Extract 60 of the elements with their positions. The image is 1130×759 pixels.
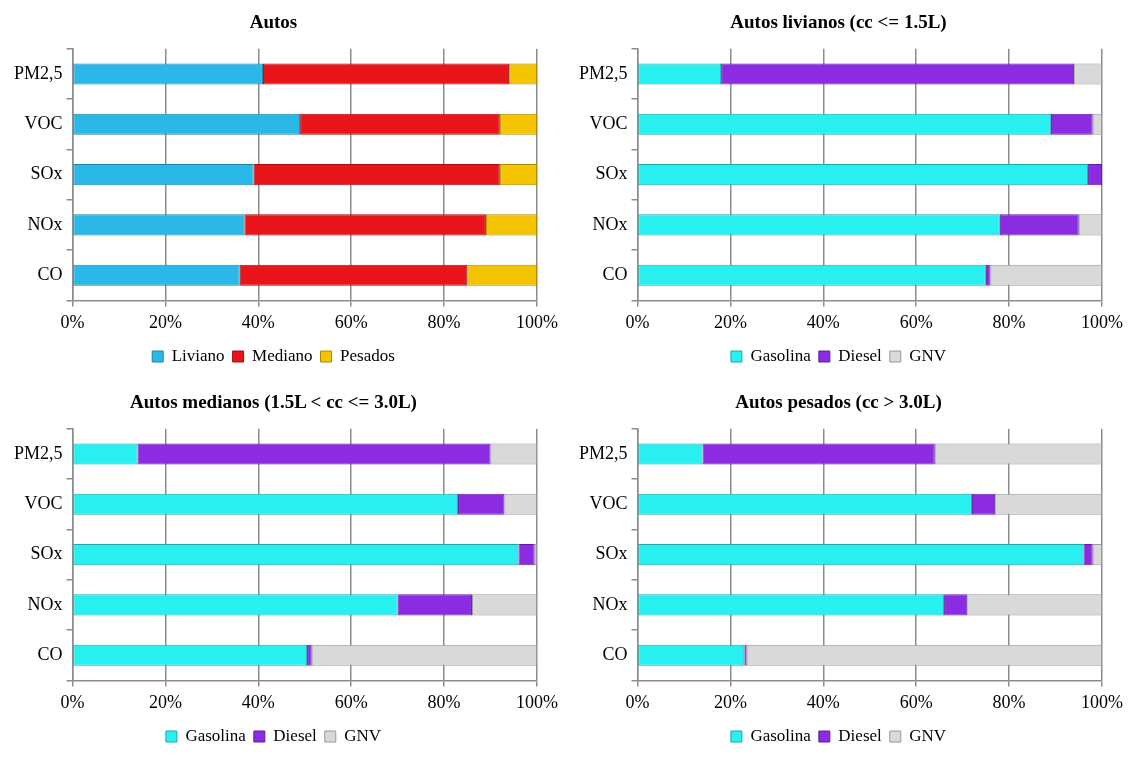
x-tick-label: 20% xyxy=(713,311,747,332)
x-tick-label: 40% xyxy=(806,691,840,712)
x-tick-label: 80% xyxy=(992,311,1026,332)
x-tick-label: 80% xyxy=(992,691,1026,712)
x-tick-label: 80% xyxy=(427,691,461,712)
y-tick-label: NOx xyxy=(27,593,63,614)
y-tick-label: NOx xyxy=(27,213,63,234)
legend-label: Gasolina xyxy=(750,725,812,745)
y-tick-label: PM2,5 xyxy=(579,62,628,83)
x-tick-label: 40% xyxy=(241,691,275,712)
legend-label: GNV xyxy=(909,345,947,365)
x-tick-label: 100% xyxy=(516,311,558,332)
legend-label: Mediano xyxy=(252,345,313,365)
y-tick-label: SOx xyxy=(30,163,63,184)
legend-label: Diesel xyxy=(838,725,883,745)
x-tick-label: 100% xyxy=(1081,311,1123,332)
y-tick-label: PM2,5 xyxy=(14,62,63,83)
legend-label: GNV xyxy=(909,725,947,745)
legend-label: Diesel xyxy=(838,345,883,365)
x-tick-label: 20% xyxy=(148,691,182,712)
y-tick-label: VOC xyxy=(589,113,628,134)
legend-label: Gasolina xyxy=(750,345,812,365)
legend-label: GNV xyxy=(344,725,382,745)
x-tick-label: 20% xyxy=(713,691,747,712)
x-tick-label: 0% xyxy=(625,691,650,712)
x-tick-label: 80% xyxy=(427,311,461,332)
y-tick-label: CO xyxy=(37,643,63,664)
y-tick-label: CO xyxy=(37,263,63,284)
y-tick-label: VOC xyxy=(589,493,628,514)
x-tick-label: 60% xyxy=(334,691,368,712)
y-tick-label: VOC xyxy=(24,113,63,134)
legend-label: Diesel xyxy=(273,725,318,745)
y-tick-label: SOx xyxy=(595,543,628,564)
y-tick-label: NOx xyxy=(592,213,628,234)
y-tick-label: CO xyxy=(602,643,628,664)
x-tick-label: 40% xyxy=(241,311,275,332)
y-tick-label: PM2,5 xyxy=(579,442,628,463)
x-tick-label: 20% xyxy=(148,311,182,332)
y-tick-label: CO xyxy=(602,263,628,284)
y-tick-label: SOx xyxy=(595,163,628,184)
x-tick-label: 60% xyxy=(334,311,368,332)
chart-title: Autos medianos (1.5L < cc <= 3.0L) xyxy=(130,391,417,414)
y-tick-label: NOx xyxy=(592,593,628,614)
y-tick-label: VOC xyxy=(24,493,63,514)
x-tick-label: 0% xyxy=(625,311,650,332)
legend-label: Pesados xyxy=(340,345,395,365)
chart-title: Autos xyxy=(249,11,298,33)
y-tick-label: PM2,5 xyxy=(14,442,63,463)
x-tick-label: 100% xyxy=(516,691,558,712)
x-tick-label: 40% xyxy=(806,311,840,332)
y-tick-label: SOx xyxy=(30,543,63,564)
x-tick-label: 100% xyxy=(1081,691,1123,712)
legend-label: Gasolina xyxy=(185,725,247,745)
chart-title: Autos pesados (cc > 3.0L) xyxy=(735,391,942,414)
legend-label: Liviano xyxy=(171,345,225,365)
x-tick-label: 60% xyxy=(899,691,933,712)
chart-title: Autos livianos (cc <= 1.5L) xyxy=(730,11,947,34)
x-tick-label: 60% xyxy=(899,311,933,332)
x-tick-label: 0% xyxy=(60,691,85,712)
x-tick-label: 0% xyxy=(60,311,85,332)
